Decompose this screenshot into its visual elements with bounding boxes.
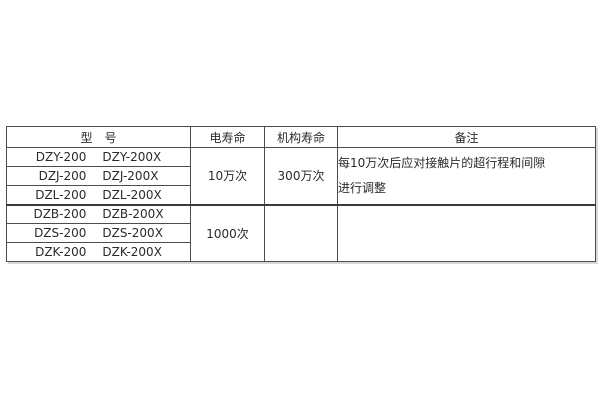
model-number: DZB-200 (33, 207, 87, 222)
model-number-x: DZB-200X (102, 207, 164, 222)
model-number: DZL-200 (35, 187, 87, 202)
header-electrical-life: 电寿命 (190, 126, 265, 148)
model-cell-dzy: DZY-200 DZY-200X (6, 147, 191, 167)
model-number: DZK-200 (35, 245, 87, 259)
model-number: DZS-200 (34, 226, 87, 240)
table-row-dzb: DZB-200 DZB-200X 1000次 (6, 203, 596, 262)
model-number: DZY-200 (35, 150, 87, 164)
model-number: DZJ-200 (38, 169, 87, 183)
model-cell-dzb: DZB-200 DZB-200X (6, 203, 191, 224)
mechanism-life-group1: 300万次 (264, 147, 338, 205)
model-number-x: DZK-200X (102, 245, 162, 259)
remarks-group1: 每10万次后应对接触片的超行程和间隙 进行调整 (337, 147, 596, 205)
electrical-life-group2: 1000次 (190, 203, 265, 262)
remarks-group2 (337, 203, 596, 262)
electrical-life-group1: 10万次 (190, 147, 265, 205)
mechanism-life-group2 (264, 203, 338, 262)
header-remarks: 备注 (337, 126, 596, 148)
table-row-dzl: DZL-200 DZL-200X (6, 185, 596, 205)
table-row-dzy: DZY-200 DZY-200X 10万次 300万次 每10万次后应对接触片的… (6, 147, 596, 205)
header-row: 型 号 电寿命 机构寿命 备注 (6, 126, 596, 148)
model-cell-dzl: DZL-200 DZL-200X (6, 185, 191, 205)
remark-line-2: 进行调整 (338, 180, 387, 195)
spec-table: 型 号 电寿命 机构寿命 备注 DZY-200 DZY-200X 10万次 30… (6, 126, 596, 262)
model-number-x: DZJ-200X (102, 169, 159, 183)
model-cell-dzs: DZS-200 DZS-200X (6, 223, 191, 243)
remark-line-1: 每10万次后应对接触片的超行程和间隙 (338, 155, 546, 170)
header-mechanism-life: 机构寿命 (264, 126, 338, 148)
header-model: 型 号 (6, 126, 191, 148)
table-row-dzk: DZK-200 DZK-200X (6, 242, 596, 262)
model-cell-dzj: DZJ-200 DZJ-200X (6, 166, 191, 186)
model-cell-dzk: DZK-200 DZK-200X (6, 242, 191, 262)
model-number-x: DZS-200X (102, 226, 163, 240)
model-number-x: DZL-200X (102, 187, 162, 202)
model-number-x: DZY-200X (102, 150, 162, 164)
